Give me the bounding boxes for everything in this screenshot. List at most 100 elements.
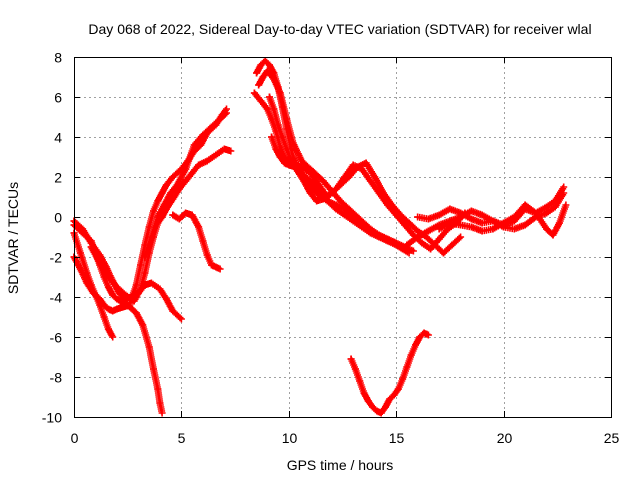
data-point — [100, 313, 108, 321]
data-point — [285, 161, 293, 169]
data-point — [156, 399, 164, 407]
data-point — [478, 227, 486, 235]
data-point — [268, 133, 276, 141]
data-point — [399, 375, 407, 383]
data-point — [154, 213, 162, 221]
data-point — [227, 147, 235, 155]
data-point — [551, 203, 559, 211]
data-point — [190, 141, 198, 149]
data-point — [169, 211, 177, 219]
data-point — [169, 195, 177, 203]
data-point — [431, 241, 439, 249]
y-tick-label: -2 — [50, 250, 63, 266]
data-point — [266, 61, 273, 69]
data-point — [76, 249, 84, 257]
data-point — [145, 343, 153, 351]
series-arc-8 — [169, 209, 224, 273]
series-trail — [347, 329, 431, 417]
axis-ticks — [74, 57, 612, 418]
series-arc-7 — [141, 109, 230, 261]
data-point — [500, 219, 508, 227]
data-point — [216, 265, 224, 273]
data-point — [373, 407, 381, 415]
data-point — [382, 403, 389, 411]
data-point — [435, 211, 443, 219]
data-point — [467, 223, 475, 231]
data-point — [109, 291, 117, 299]
data-point — [203, 251, 211, 259]
data-point — [257, 61, 265, 69]
chart-title: Day 068 of 2022, Sidereal Day-to-day VTE… — [88, 21, 591, 37]
data-point — [405, 219, 413, 227]
data-point — [356, 377, 364, 385]
data-point — [132, 309, 140, 317]
data-point — [551, 197, 559, 205]
data-point — [384, 235, 392, 243]
data-point — [390, 391, 398, 399]
data-point — [424, 215, 432, 223]
data-point — [392, 239, 400, 247]
data-point — [403, 363, 411, 371]
data-point — [371, 173, 379, 181]
y-axis-label: SDTVAR / TECUs — [5, 182, 21, 294]
y-tick-label: 4 — [54, 130, 62, 146]
data-point — [96, 301, 104, 309]
data-point — [250, 89, 258, 97]
data-point — [478, 219, 486, 227]
x-tick-label: 20 — [497, 430, 513, 446]
data-point — [446, 219, 454, 227]
data-point — [366, 225, 374, 233]
data-point — [113, 295, 121, 303]
data-points — [70, 57, 570, 417]
x-tick-label: 0 — [71, 430, 79, 446]
y-tick-label: 6 — [54, 90, 62, 106]
data-point — [87, 281, 95, 289]
data-point — [435, 225, 443, 233]
data-point — [147, 233, 155, 241]
data-point — [328, 189, 336, 197]
data-point — [386, 395, 394, 403]
data-point — [212, 263, 220, 271]
data-point — [562, 201, 570, 209]
data-point — [467, 215, 475, 223]
data-point — [182, 165, 190, 173]
data-point — [418, 239, 426, 247]
y-tick-labels: -10 -8 -6 -4 -2 0 2 4 6 8 — [42, 50, 62, 426]
data-point — [220, 145, 228, 153]
data-point — [137, 261, 145, 269]
data-point — [362, 159, 370, 167]
data-point — [92, 291, 99, 299]
data-point — [394, 385, 402, 393]
data-point — [188, 169, 196, 177]
data-point — [154, 385, 162, 393]
data-point — [306, 177, 314, 185]
data-point — [141, 253, 149, 261]
data-point — [223, 109, 230, 117]
data-point — [160, 201, 168, 209]
series-arc-2 — [70, 229, 117, 341]
data-point — [489, 217, 497, 225]
data-point — [560, 183, 568, 191]
data-point — [349, 161, 357, 169]
data-point — [141, 269, 149, 277]
series-arc-16 — [435, 183, 568, 235]
data-point — [126, 299, 134, 307]
data-point — [457, 209, 465, 217]
data-point — [113, 305, 121, 313]
data-point — [132, 281, 140, 289]
data-point — [203, 157, 211, 165]
data-point — [510, 213, 518, 221]
data-point — [375, 231, 383, 239]
data-point — [195, 161, 203, 169]
data-point — [173, 181, 181, 189]
x-tick-label: 5 — [178, 430, 186, 446]
data-point — [319, 177, 327, 185]
data-point — [446, 205, 454, 213]
data-point — [83, 269, 91, 277]
series-arc-17 — [347, 329, 432, 417]
data-point — [366, 177, 374, 185]
series-arc-5 — [87, 145, 235, 305]
data-point — [341, 205, 349, 213]
